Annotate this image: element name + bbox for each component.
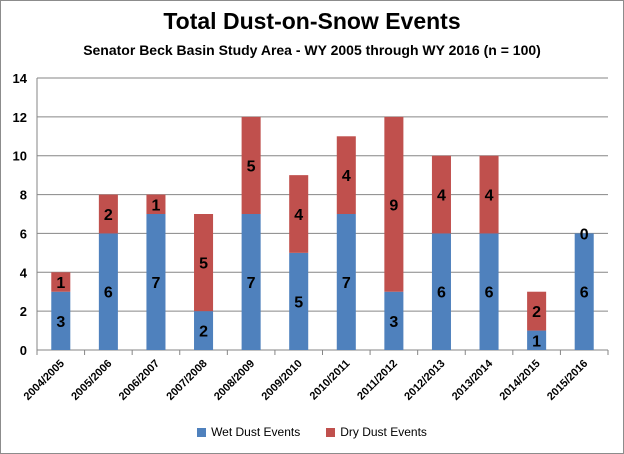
bar-dry bbox=[241, 116, 261, 214]
data-label: 1 bbox=[56, 275, 65, 292]
data-label: 1 bbox=[152, 197, 161, 214]
data-label: 4 bbox=[437, 188, 446, 205]
data-label: 4 bbox=[342, 168, 351, 185]
bar-wet bbox=[384, 291, 404, 350]
x-tick-label: 2004/2005 bbox=[22, 358, 67, 403]
data-label: 9 bbox=[389, 197, 398, 214]
data-label: 7 bbox=[247, 275, 256, 292]
x-tick-label: 2010/2011 bbox=[308, 358, 353, 403]
x-tick-label: 2011/2012 bbox=[355, 358, 400, 403]
bar-wet bbox=[241, 214, 261, 350]
data-label: 6 bbox=[485, 285, 494, 302]
bar-wet bbox=[574, 233, 594, 350]
x-tick-label: 2014/2015 bbox=[497, 358, 542, 403]
data-label: 1 bbox=[532, 333, 541, 350]
bar-wet bbox=[146, 214, 166, 350]
legend-item-wet: Wet Dust Events bbox=[197, 425, 300, 439]
y-tick-label: 14 bbox=[13, 71, 28, 86]
bar-wet bbox=[336, 214, 356, 350]
y-tick-label: 4 bbox=[20, 265, 28, 280]
y-tick-label: 10 bbox=[13, 149, 27, 164]
x-tick-label: 2015/2016 bbox=[545, 358, 590, 403]
data-label: 2 bbox=[199, 324, 208, 341]
bar-dry bbox=[146, 194, 166, 214]
bar-dry bbox=[384, 116, 404, 292]
data-label: 6 bbox=[437, 285, 446, 302]
data-label: 0 bbox=[580, 226, 589, 243]
data-label: 7 bbox=[152, 275, 161, 292]
y-tick-label: 0 bbox=[20, 343, 27, 358]
data-label: 3 bbox=[56, 314, 65, 331]
data-label: 4 bbox=[485, 188, 494, 205]
bar-wet bbox=[289, 252, 309, 350]
bar-wet bbox=[194, 311, 214, 350]
legend-label-dry: Dry Dust Events bbox=[340, 425, 427, 439]
data-label: 2 bbox=[104, 207, 113, 224]
data-label: 2 bbox=[532, 304, 541, 321]
data-label: 3 bbox=[389, 314, 398, 331]
bar-dry bbox=[194, 214, 214, 312]
chart-subtitle: Senator Beck Basin Study Area - WY 2005 … bbox=[83, 42, 541, 58]
data-label: 6 bbox=[580, 285, 589, 302]
bar-dry bbox=[336, 136, 356, 214]
bar-dry bbox=[431, 155, 451, 234]
x-tick-label: 2009/2010 bbox=[260, 358, 305, 403]
chart-title: Total Dust-on-Snow Events bbox=[163, 8, 461, 34]
x-tick-label: 2005/2006 bbox=[69, 358, 114, 403]
bar-dry bbox=[289, 175, 309, 253]
data-label: 4 bbox=[294, 207, 303, 224]
bar-wet bbox=[527, 330, 547, 350]
bar-wet bbox=[51, 291, 71, 350]
bar-wet bbox=[479, 233, 499, 350]
legend-swatch-dry bbox=[326, 427, 336, 437]
legend-item-dry: Dry Dust Events bbox=[326, 425, 427, 439]
bar-dry bbox=[527, 291, 547, 331]
data-label: 6 bbox=[104, 285, 113, 302]
bar-dry bbox=[479, 155, 499, 234]
y-tick-label: 6 bbox=[20, 226, 27, 241]
data-label: 5 bbox=[199, 256, 208, 273]
legend-label-wet: Wet Dust Events bbox=[211, 425, 301, 439]
x-tick-label: 2008/2009 bbox=[212, 358, 257, 403]
bar-wet bbox=[431, 233, 451, 350]
y-tick-label: 8 bbox=[20, 188, 27, 203]
bar-dry bbox=[51, 272, 71, 292]
data-label: 7 bbox=[342, 275, 351, 292]
bar-dry bbox=[98, 194, 118, 234]
data-label: 5 bbox=[247, 158, 256, 175]
x-tick-label: 2006/2007 bbox=[117, 358, 162, 403]
y-tick-label: 2 bbox=[20, 304, 27, 319]
x-tick-label: 2013/2014 bbox=[450, 357, 496, 403]
x-tick-label: 2012/2013 bbox=[402, 358, 447, 403]
legend: Wet Dust Events Dry Dust Events bbox=[0, 425, 624, 439]
data-label: 5 bbox=[294, 294, 303, 311]
bar-wet bbox=[98, 233, 118, 350]
x-tick-label: 2007/2008 bbox=[164, 358, 209, 403]
legend-swatch-wet bbox=[197, 427, 207, 437]
y-tick-label: 12 bbox=[13, 110, 27, 125]
